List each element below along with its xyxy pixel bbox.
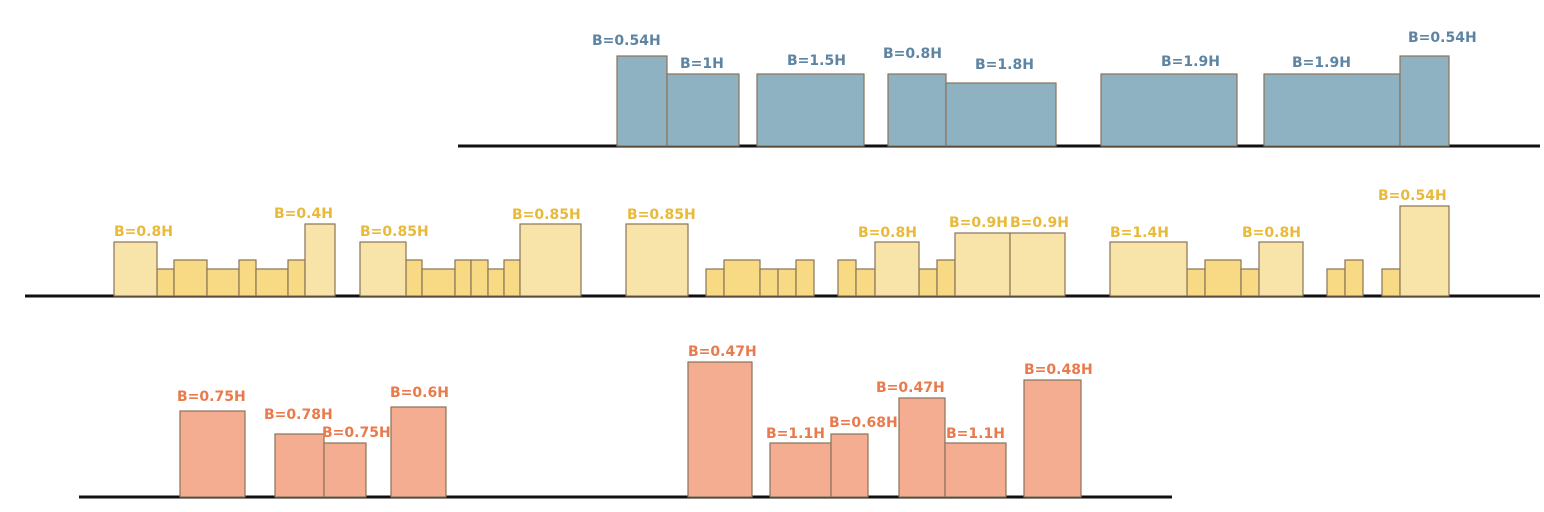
building xyxy=(173,259,208,297)
building xyxy=(454,259,472,297)
row-blue: B=0.54H B=1H B=1.5H B=0.8H B=1.8H B=1.9H… xyxy=(458,30,1540,148)
ratio-label: B=0.8H xyxy=(114,224,173,240)
building xyxy=(837,259,857,297)
building xyxy=(1023,379,1082,498)
building xyxy=(1326,268,1346,297)
building xyxy=(918,268,938,297)
buildings-blue xyxy=(616,55,1450,147)
building xyxy=(687,361,753,498)
building xyxy=(887,73,947,147)
ratio-label: B=0.85H xyxy=(512,207,581,223)
building xyxy=(156,268,175,297)
building xyxy=(503,259,521,297)
building xyxy=(1204,259,1242,297)
building xyxy=(855,268,876,297)
ratio-label: B=1.1H xyxy=(766,426,825,442)
building xyxy=(1258,241,1304,297)
building xyxy=(1009,232,1066,297)
tall-buildings-yellow xyxy=(113,205,1450,297)
ratio-label: B=0.47H xyxy=(688,344,757,360)
building xyxy=(390,406,447,498)
ratio-label: B=0.78H xyxy=(264,407,333,423)
labels-blue: B=0.54H B=1H B=1.5H B=0.8H B=1.8H B=1.9H… xyxy=(592,30,1477,73)
ratio-label: B=1.1H xyxy=(946,426,1005,442)
ratio-label: B=0.9H xyxy=(1010,215,1069,231)
building xyxy=(945,82,1057,147)
building xyxy=(274,433,325,498)
building xyxy=(359,241,407,297)
building xyxy=(179,410,246,498)
ratio-label: B=0.75H xyxy=(177,389,246,405)
building xyxy=(470,259,489,297)
building xyxy=(625,223,689,297)
building xyxy=(113,241,158,297)
building xyxy=(1399,205,1450,297)
ratio-label: B=1.8H xyxy=(975,57,1034,73)
building xyxy=(759,268,779,297)
building xyxy=(1109,241,1188,297)
building xyxy=(1381,268,1401,297)
building xyxy=(954,232,1011,297)
building xyxy=(238,259,257,297)
ratio-label: B=0.75H xyxy=(322,425,391,441)
low-buildings-yellow xyxy=(156,259,1401,297)
ratio-label: B=1.4H xyxy=(1110,225,1169,241)
ratio-label: B=0.54H xyxy=(1408,30,1477,46)
row-yellow: B=0.8H B=0.4H B=0.85H B=0.85H B=0.85H B=… xyxy=(25,188,1540,298)
building xyxy=(874,241,920,297)
building xyxy=(616,55,668,147)
building xyxy=(705,268,725,297)
building xyxy=(795,259,815,297)
ratio-label: B=1.9H xyxy=(1161,54,1220,70)
building xyxy=(1240,268,1260,297)
ratio-label: B=0.6H xyxy=(390,385,449,401)
building xyxy=(944,442,1007,498)
building xyxy=(769,442,832,498)
building xyxy=(206,268,240,297)
ratio-label: B=1H xyxy=(680,56,724,72)
ratio-label: B=0.4H xyxy=(274,206,333,222)
ratio-label: B=0.68H xyxy=(829,415,898,431)
building xyxy=(898,397,946,498)
ratio-label: B=0.47H xyxy=(876,380,945,396)
building xyxy=(936,259,956,297)
building xyxy=(487,268,505,297)
building xyxy=(421,268,456,297)
building xyxy=(830,433,869,498)
ratio-label: B=1.9H xyxy=(1292,55,1351,71)
building xyxy=(519,223,582,297)
ratio-label: B=0.85H xyxy=(360,224,429,240)
ratio-label: B=0.48H xyxy=(1024,362,1093,378)
building xyxy=(287,259,306,297)
buildings-orange xyxy=(179,361,1082,498)
building xyxy=(1186,268,1206,297)
building xyxy=(1100,73,1238,147)
building xyxy=(405,259,423,297)
row-orange: B=0.75H B=0.78H B=0.75H B=0.6H B=0.47H B… xyxy=(79,344,1172,499)
ratio-label: B=0.8H xyxy=(1242,225,1301,241)
building xyxy=(323,442,367,498)
ratio-label: B=0.85H xyxy=(627,207,696,223)
building xyxy=(777,268,797,297)
building xyxy=(255,268,289,297)
ratio-label: B=0.9H xyxy=(949,215,1008,231)
labels-orange: B=0.75H B=0.78H B=0.75H B=0.6H B=0.47H B… xyxy=(177,344,1093,442)
building xyxy=(666,73,740,147)
building xyxy=(1399,55,1450,147)
ratio-label: B=1.5H xyxy=(787,53,846,69)
building xyxy=(1263,73,1401,147)
building xyxy=(723,259,761,297)
ratio-label: B=0.54H xyxy=(592,33,661,49)
building xyxy=(756,73,865,147)
labels-yellow: B=0.8H B=0.4H B=0.85H B=0.85H B=0.85H B=… xyxy=(114,188,1447,241)
ratio-label: B=0.54H xyxy=(1378,188,1447,204)
ratio-label: B=0.8H xyxy=(883,46,942,62)
building xyxy=(304,223,336,297)
ratio-label: B=0.8H xyxy=(858,225,917,241)
building xyxy=(1344,259,1364,297)
